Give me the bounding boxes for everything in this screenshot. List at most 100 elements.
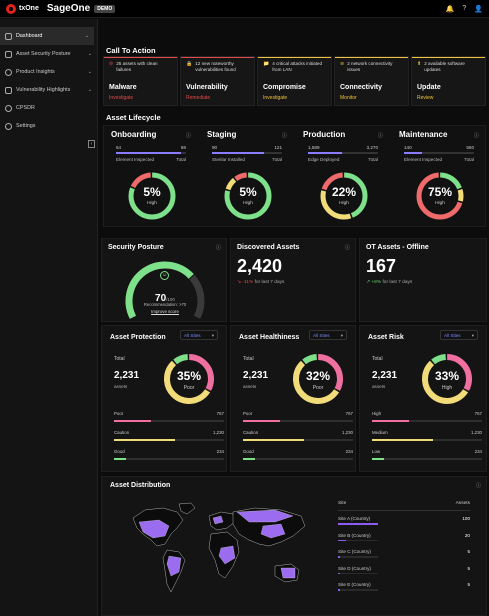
cta-card-4[interactable]: ≋ 2 network connectivity issues Connectiv… (334, 56, 409, 106)
table-row[interactable]: Site B (Country) 20 (338, 528, 470, 545)
discovered-period: for last 7 days (254, 280, 285, 285)
table-row[interactable]: Site C (Country) 5 (338, 544, 470, 561)
cta-indicator (412, 57, 485, 58)
sidebar-item-vulnerability-highlights[interactable]: Vulnerability Highlights ⌄ (0, 81, 97, 99)
trend-up-icon: ↗ (366, 280, 371, 285)
row-bar (372, 439, 482, 441)
ring-segment (416, 172, 464, 220)
panel-row: Good 234 (114, 449, 224, 454)
row-bar (114, 458, 224, 460)
ring-segment (320, 172, 368, 220)
total-label: Total (372, 356, 383, 362)
cta-card-title: Vulnerability (186, 84, 228, 91)
panel-donut (422, 354, 472, 404)
stage-name: Staging (207, 130, 237, 139)
card-title: Security Posture (108, 244, 164, 251)
stage-right-label: Total (368, 157, 378, 162)
sidebar-item-cpsdr[interactable]: CPSDR (0, 99, 97, 117)
row-label: Good (114, 449, 125, 454)
sidebar-item-settings[interactable]: Settings (0, 117, 97, 135)
total-unit: assets (243, 384, 257, 389)
cta-action-link[interactable]: Investigate (109, 95, 134, 101)
stage-percent: 5% (143, 185, 161, 199)
stage-name: Production (303, 130, 346, 139)
distribution-table: Site Assets Site A (Country) 100 Site B (… (338, 500, 470, 594)
row-label: Poor (114, 411, 124, 416)
site-name: Site D (Country) (338, 565, 371, 571)
total-unit: assets (372, 384, 386, 389)
site-name: Site C (Country) (338, 549, 371, 554)
chevron-down-icon: ⌄ (84, 33, 89, 39)
row-bar (114, 439, 224, 441)
info-icon[interactable]: ⓘ (475, 483, 481, 489)
col-assets-header: Assets (455, 501, 470, 506)
stage-progress-bar (212, 152, 282, 154)
cta-card-2[interactable]: 🔒 12 new noteworthy vulnerabilities found… (180, 56, 255, 106)
site-name: Site B (Country) (338, 532, 371, 538)
cta-action-link[interactable]: Investigate (263, 95, 288, 101)
table-row[interactable]: Site D (Country) 5 (338, 561, 470, 578)
cta-card-1[interactable]: ⊘ 25 assets with clean failures Malware I… (103, 56, 178, 106)
site-filter-dropdown[interactable]: All Sites (180, 330, 218, 340)
site-bar-track (338, 539, 378, 541)
ring-segment (320, 172, 368, 220)
info-icon[interactable]: ⓘ (215, 245, 221, 251)
card-title: Asset Risk (368, 334, 404, 341)
help-icon[interactable]: ? (462, 4, 467, 12)
txone-logo-icon (6, 3, 16, 14)
discovered-change: -11% (242, 280, 254, 285)
panel-percent: 33% (434, 369, 460, 383)
bell-icon[interactable]: 🔔 (445, 5, 455, 13)
cta-icon: 📁 (263, 61, 270, 67)
lifecycle-stage-onboarding: Onboarding ⓘ 64 69 Element Inspected Total… (104, 126, 200, 226)
row-bar (372, 420, 482, 422)
panel-donut (293, 354, 343, 404)
stage-name: Onboarding (111, 130, 157, 139)
stage-progress-bar (404, 152, 474, 154)
stage-level: High (147, 201, 157, 206)
collapse-sidebar-icon[interactable]: ‹ (88, 140, 95, 148)
cta-action-link[interactable]: Remediate (186, 95, 211, 101)
info-icon[interactable]: ⓘ (344, 245, 350, 251)
cta-card-5[interactable]: ⬆ 2 available software updates Update Rev… (411, 56, 486, 106)
panel-asset-protection: Asset Protection All Sites Total 2,231 a… (101, 325, 227, 472)
sidebar-item-label: CPSDR (16, 105, 35, 111)
sidebar-item-label: Settings (16, 123, 36, 129)
stage-left-value: 1,589 (308, 145, 320, 150)
total-label: Total (243, 356, 254, 362)
cta-row: ⊘ 25 assets with clean failures Malware I… (103, 56, 486, 106)
panel-row: Good 234 (243, 449, 353, 454)
site-assets: 5 (467, 549, 470, 554)
ring-segment (293, 354, 343, 404)
cta-card-3[interactable]: 📁 4 critical attacks initiated from LAN C… (257, 56, 332, 106)
cta-action-link[interactable]: Monitor (340, 95, 357, 101)
lifecycle-stage-staging: Staging ⓘ 90 121 Sterilar Installed Total … (200, 126, 296, 226)
map-highlight-russia (236, 509, 294, 523)
stage-donut (320, 172, 368, 220)
site-filter-dropdown[interactable]: All Sites (309, 330, 347, 340)
offline-change: +8% (371, 280, 382, 285)
cta-action-link[interactable]: Review (417, 95, 434, 101)
info-icon[interactable]: ⓘ (378, 133, 384, 139)
ring-segment (224, 172, 272, 220)
site-bar (338, 572, 340, 574)
sidebar-item-product-insights[interactable]: Product Insights ⌄ (0, 63, 97, 81)
ring-segment (164, 354, 214, 404)
cta-icon: ⬆ (417, 61, 422, 67)
site-filter-dropdown[interactable]: All Sites (440, 330, 478, 340)
offline-period: for last 7 days (382, 280, 413, 285)
row-value: 767 (474, 411, 482, 416)
table-row[interactable]: Site A (Country) 100 (338, 511, 470, 528)
info-icon[interactable]: ⓘ (282, 133, 288, 139)
cta-text: 2 available software updates (424, 61, 465, 72)
sidebar-item-asset-security-posture[interactable]: Asset Security Posture ⌄ (0, 45, 97, 63)
improve-score-link[interactable]: Improve score (151, 309, 179, 314)
user-icon[interactable]: 👤 (474, 5, 483, 13)
info-icon[interactable]: ⓘ (474, 133, 480, 139)
info-icon[interactable]: ⓘ (186, 133, 192, 139)
panel-donut (164, 354, 214, 404)
panel-row: Poor 767 (243, 411, 353, 416)
sidebar-item-dashboard[interactable]: Dashboard ⌄ (0, 27, 94, 45)
table-row[interactable]: Site E (Country) 5 (338, 577, 470, 594)
dashboard-icon (5, 32, 12, 40)
